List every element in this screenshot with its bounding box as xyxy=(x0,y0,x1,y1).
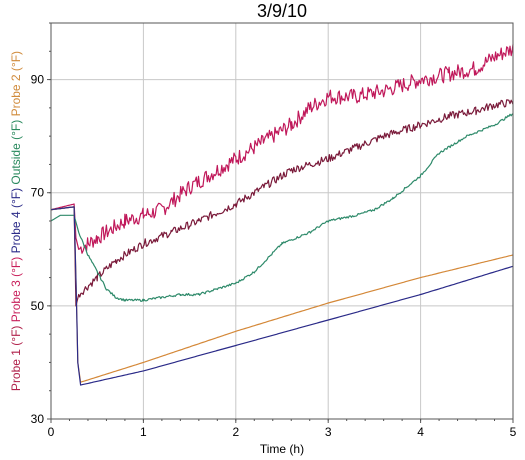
y-axis-label-part: Outside (°F) xyxy=(9,120,23,188)
tick-labels: 0 1 2 3 4 5 30 50 70 90 xyxy=(31,22,517,439)
chart-title: 3/9/10 xyxy=(257,1,307,21)
y-tick-label: 50 xyxy=(31,299,45,313)
y-axis-label-part: Probe 4 (°F) xyxy=(9,188,23,257)
x-tick-label: 3 xyxy=(325,425,332,439)
series-line xyxy=(50,113,514,302)
y-axis-label-part: Probe 2 (°F) xyxy=(9,51,23,120)
y-tick-label: 90 xyxy=(31,73,45,87)
grid xyxy=(51,23,513,419)
y-tick-label: 30 xyxy=(31,412,45,426)
y-axis-label-part: Probe 1 (°F) xyxy=(9,326,23,391)
x-tick-label: 2 xyxy=(232,425,239,439)
series-line xyxy=(50,44,514,254)
series-line xyxy=(50,206,514,383)
series-line xyxy=(50,206,514,386)
series-layer xyxy=(50,44,514,386)
x-tick-label: 0 xyxy=(48,425,55,439)
x-tick-label: 4 xyxy=(417,425,424,439)
y-axis-label: Probe 1 (°F) Probe 3 (°F) Probe 4 (°F) O… xyxy=(9,51,23,391)
x-tick-label: 5 xyxy=(510,425,517,439)
y-tick-label: 70 xyxy=(31,186,45,200)
x-tick-label: 1 xyxy=(140,425,147,439)
series-line xyxy=(50,99,514,307)
y-axis-label-part: Probe 3 (°F) xyxy=(9,257,23,326)
x-axis-label: Time (h) xyxy=(260,442,304,456)
